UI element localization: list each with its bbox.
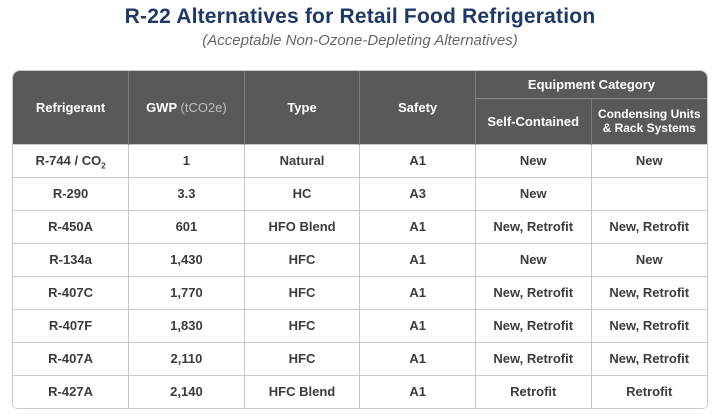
data-table: Refrigerant GWP (tCO2e) Type Safety Equi… bbox=[13, 71, 707, 408]
refrigerant-alternatives-table: Refrigerant GWP (tCO2e) Type Safety Equi… bbox=[12, 70, 708, 409]
table-row: R-744 / CO2 1 Natural A1 New New bbox=[13, 143, 707, 177]
cell-condensing-units bbox=[590, 176, 707, 210]
table-row: R-427A 2,140 HFC Blend A1 Retrofit Retro… bbox=[13, 374, 707, 408]
cell-type: HFC bbox=[243, 308, 360, 342]
cell-type: HFC bbox=[243, 275, 360, 309]
table-body: R-744 / CO2 1 Natural A1 New New R-290 3… bbox=[13, 143, 707, 408]
col-header-refrigerant: Refrigerant bbox=[13, 71, 129, 144]
cell-self-contained: New, Retrofit bbox=[474, 308, 592, 342]
cell-safety: A1 bbox=[359, 209, 476, 243]
cell-condensing-units: New, Retrofit bbox=[590, 308, 707, 342]
cell-self-contained: Retrofit bbox=[474, 374, 592, 408]
cell-gwp: 1 bbox=[128, 143, 245, 177]
cell-refrigerant: R-407C bbox=[13, 275, 129, 309]
cell-refrigerant: R-744 / CO2 bbox=[13, 143, 129, 177]
cell-safety: A1 bbox=[359, 341, 476, 375]
table-row: R-134a 1,430 HFC A1 New New bbox=[13, 242, 707, 276]
table-row: R-407A 2,110 HFC A1 New, Retrofit New, R… bbox=[13, 341, 707, 375]
cell-type: HFC bbox=[243, 242, 360, 276]
table-header: Refrigerant GWP (tCO2e) Type Safety Equi… bbox=[13, 71, 707, 144]
cell-refrigerant: R-427A bbox=[13, 374, 129, 408]
cell-gwp: 3.3 bbox=[128, 176, 245, 210]
cell-refrigerant: R-407A bbox=[13, 341, 129, 375]
gwp-unit-label: (tCO2e) bbox=[180, 99, 227, 115]
cell-condensing-units: New bbox=[590, 242, 707, 276]
cell-gwp: 2,140 bbox=[128, 374, 245, 408]
cell-refrigerant: R-134a bbox=[13, 242, 129, 276]
col-header-gwp: GWP (tCO2e) bbox=[128, 71, 245, 144]
subscript: 2 bbox=[101, 161, 106, 171]
cell-condensing-units: New, Retrofit bbox=[590, 275, 707, 309]
cell-type: HFC bbox=[243, 341, 360, 375]
page-subtitle: (Acceptable Non-Ozone-Depleting Alternat… bbox=[202, 32, 518, 49]
cell-safety: A1 bbox=[359, 242, 476, 276]
cell-self-contained: New bbox=[474, 242, 592, 276]
cell-safety: A1 bbox=[359, 374, 476, 408]
page-title: R-22 Alternatives for Retail Food Refrig… bbox=[124, 5, 596, 28]
cell-safety: A1 bbox=[359, 143, 476, 177]
cell-condensing-units: New bbox=[590, 143, 707, 177]
cell-refrigerant: R-290 bbox=[13, 176, 129, 210]
cell-refrigerant: R-407F bbox=[13, 308, 129, 342]
cell-self-contained: New, Retrofit bbox=[474, 341, 592, 375]
cell-self-contained: New, Retrofit bbox=[474, 209, 592, 243]
cell-self-contained: New bbox=[474, 143, 592, 177]
cell-safety: A1 bbox=[359, 275, 476, 309]
cell-gwp: 1,830 bbox=[128, 308, 245, 342]
cell-type: HFO Blend bbox=[243, 209, 360, 243]
cell-safety: A3 bbox=[359, 176, 476, 210]
gwp-label: GWP bbox=[146, 99, 177, 115]
table-row: R-450A 601 HFO Blend A1 New, Retrofit Ne… bbox=[13, 209, 707, 243]
cell-type: HFC Blend bbox=[243, 374, 360, 408]
cell-refrigerant: R-450A bbox=[13, 209, 129, 243]
cell-gwp: 1,770 bbox=[128, 275, 245, 309]
cell-self-contained: New, Retrofit bbox=[474, 275, 592, 309]
cell-safety: A1 bbox=[359, 308, 476, 342]
cell-type: Natural bbox=[243, 143, 360, 177]
cell-type: HC bbox=[243, 176, 360, 210]
col-group-header-equipment-category: Equipment Category bbox=[474, 71, 707, 99]
table-row: R-407C 1,770 HFC A1 New, Retrofit New, R… bbox=[13, 275, 707, 309]
col-header-safety: Safety bbox=[359, 71, 476, 144]
cell-condensing-units: New, Retrofit bbox=[590, 341, 707, 375]
table-row: R-407F 1,830 HFC A1 New, Retrofit New, R… bbox=[13, 308, 707, 342]
cell-self-contained: New bbox=[474, 176, 592, 210]
col-header-type: Type bbox=[243, 71, 360, 144]
cell-gwp: 1,430 bbox=[128, 242, 245, 276]
col-header-self-contained: Self-Contained bbox=[474, 98, 592, 144]
cell-condensing-units: New, Retrofit bbox=[590, 209, 707, 243]
table-row: R-290 3.3 HC A3 New bbox=[13, 176, 707, 210]
col-header-condensing-units: Condensing Units & Rack Systems bbox=[590, 98, 707, 144]
cell-gwp: 2,110 bbox=[128, 341, 245, 375]
cell-gwp: 601 bbox=[128, 209, 245, 243]
cell-condensing-units: Retrofit bbox=[590, 374, 707, 408]
